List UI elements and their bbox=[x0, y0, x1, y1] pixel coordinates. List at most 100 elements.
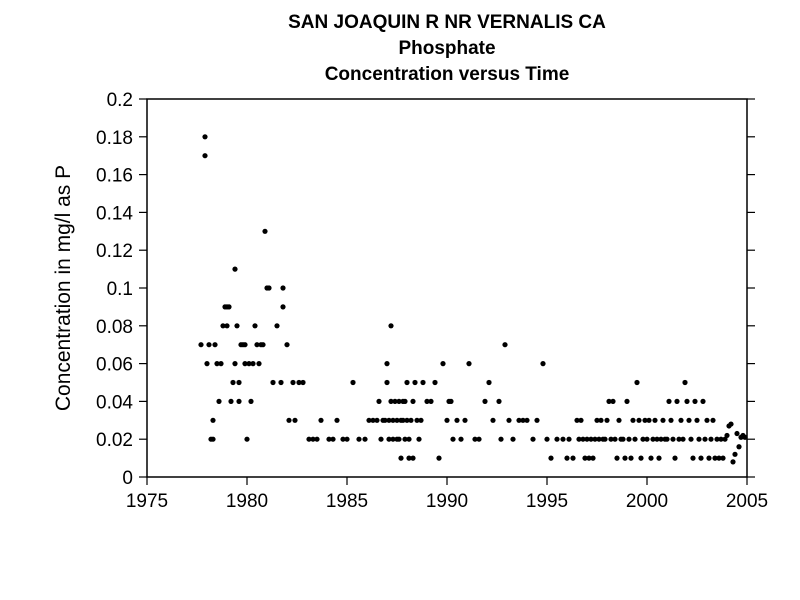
data-point bbox=[674, 398, 680, 404]
data-point bbox=[406, 436, 412, 442]
data-point bbox=[688, 436, 694, 442]
data-point bbox=[540, 361, 546, 367]
data-point bbox=[306, 436, 312, 442]
data-point bbox=[710, 417, 716, 423]
data-point bbox=[472, 436, 478, 442]
data-point bbox=[636, 417, 642, 423]
data-point bbox=[242, 342, 248, 348]
data-point bbox=[668, 417, 674, 423]
data-point bbox=[278, 379, 284, 386]
data-point bbox=[564, 455, 570, 461]
data-point bbox=[424, 398, 430, 404]
data-point bbox=[606, 398, 612, 404]
data-point bbox=[578, 417, 584, 423]
data-point bbox=[404, 417, 410, 423]
data-point bbox=[642, 417, 648, 423]
data-point bbox=[286, 417, 292, 423]
data-point bbox=[700, 398, 706, 404]
data-point bbox=[284, 342, 290, 348]
data-point bbox=[704, 417, 710, 423]
data-point bbox=[612, 436, 618, 442]
data-point bbox=[280, 304, 286, 310]
data-point bbox=[226, 304, 232, 310]
data-point bbox=[228, 398, 234, 404]
y-tick-label: 0.02 bbox=[96, 430, 133, 451]
data-point bbox=[730, 459, 736, 465]
data-point bbox=[290, 379, 296, 386]
data-point bbox=[362, 436, 368, 442]
data-point bbox=[390, 436, 396, 442]
data-point bbox=[696, 436, 702, 442]
data-point bbox=[300, 379, 306, 386]
data-point bbox=[270, 379, 276, 386]
x-tick-label: 1995 bbox=[526, 491, 568, 512]
data-point bbox=[230, 379, 236, 386]
data-point bbox=[588, 436, 594, 442]
data-point bbox=[404, 379, 410, 386]
data-point bbox=[296, 379, 302, 386]
data-point bbox=[602, 436, 608, 442]
data-point bbox=[466, 361, 472, 367]
data-point bbox=[630, 417, 636, 423]
data-point bbox=[218, 361, 224, 367]
data-point bbox=[626, 436, 632, 442]
data-point bbox=[410, 455, 416, 461]
data-point bbox=[666, 398, 672, 404]
data-point bbox=[376, 398, 382, 404]
data-point bbox=[574, 417, 580, 423]
data-point bbox=[702, 436, 708, 442]
data-point bbox=[440, 361, 446, 367]
data-point bbox=[388, 398, 394, 404]
data-point bbox=[590, 455, 596, 461]
data-point bbox=[428, 398, 434, 404]
data-point bbox=[236, 379, 242, 386]
data-point bbox=[544, 436, 550, 442]
data-point bbox=[660, 417, 666, 423]
data-point bbox=[386, 417, 392, 423]
y-axis: 0 0.02 0.04 0.06 0.08 0.1 0.12 0.14 0.16 0.18 0.2 bbox=[96, 90, 755, 489]
y-tick-label: 0.08 bbox=[96, 317, 133, 338]
data-point bbox=[644, 436, 650, 442]
data-point bbox=[402, 398, 408, 404]
data-point bbox=[650, 436, 656, 442]
data-point bbox=[582, 455, 588, 461]
data-points bbox=[198, 134, 748, 465]
data-point bbox=[664, 436, 670, 442]
data-point bbox=[386, 436, 392, 442]
data-point bbox=[260, 342, 266, 348]
y-tick-label: 0.18 bbox=[96, 128, 133, 149]
data-point bbox=[490, 417, 496, 423]
data-point bbox=[198, 342, 204, 348]
data-point bbox=[530, 436, 536, 442]
data-point bbox=[708, 436, 714, 442]
data-point bbox=[262, 228, 268, 234]
data-point bbox=[476, 436, 482, 442]
data-point bbox=[202, 153, 208, 159]
data-point bbox=[444, 417, 450, 423]
data-point bbox=[432, 379, 438, 386]
data-point bbox=[210, 436, 216, 442]
y-tick-label: 0.2 bbox=[107, 90, 133, 111]
data-point bbox=[400, 417, 406, 423]
y-tick-label: 0.06 bbox=[96, 355, 133, 376]
x-tick-label: 1980 bbox=[226, 491, 268, 512]
data-point bbox=[256, 361, 262, 367]
data-point bbox=[594, 417, 600, 423]
y-axis-title: Concentration in mg/l as P bbox=[52, 165, 75, 411]
data-point bbox=[628, 455, 634, 461]
data-point bbox=[462, 417, 468, 423]
data-point bbox=[280, 285, 286, 291]
data-point bbox=[742, 434, 748, 440]
data-point bbox=[686, 417, 692, 423]
data-point bbox=[408, 417, 414, 423]
data-point bbox=[314, 436, 320, 442]
data-point bbox=[576, 436, 582, 442]
data-point bbox=[698, 455, 704, 461]
data-point bbox=[250, 361, 256, 367]
data-point bbox=[656, 455, 662, 461]
data-point bbox=[690, 455, 696, 461]
data-point bbox=[736, 444, 742, 450]
y-tick-label: 0.12 bbox=[96, 241, 133, 262]
data-point bbox=[584, 436, 590, 442]
data-point bbox=[486, 379, 492, 386]
